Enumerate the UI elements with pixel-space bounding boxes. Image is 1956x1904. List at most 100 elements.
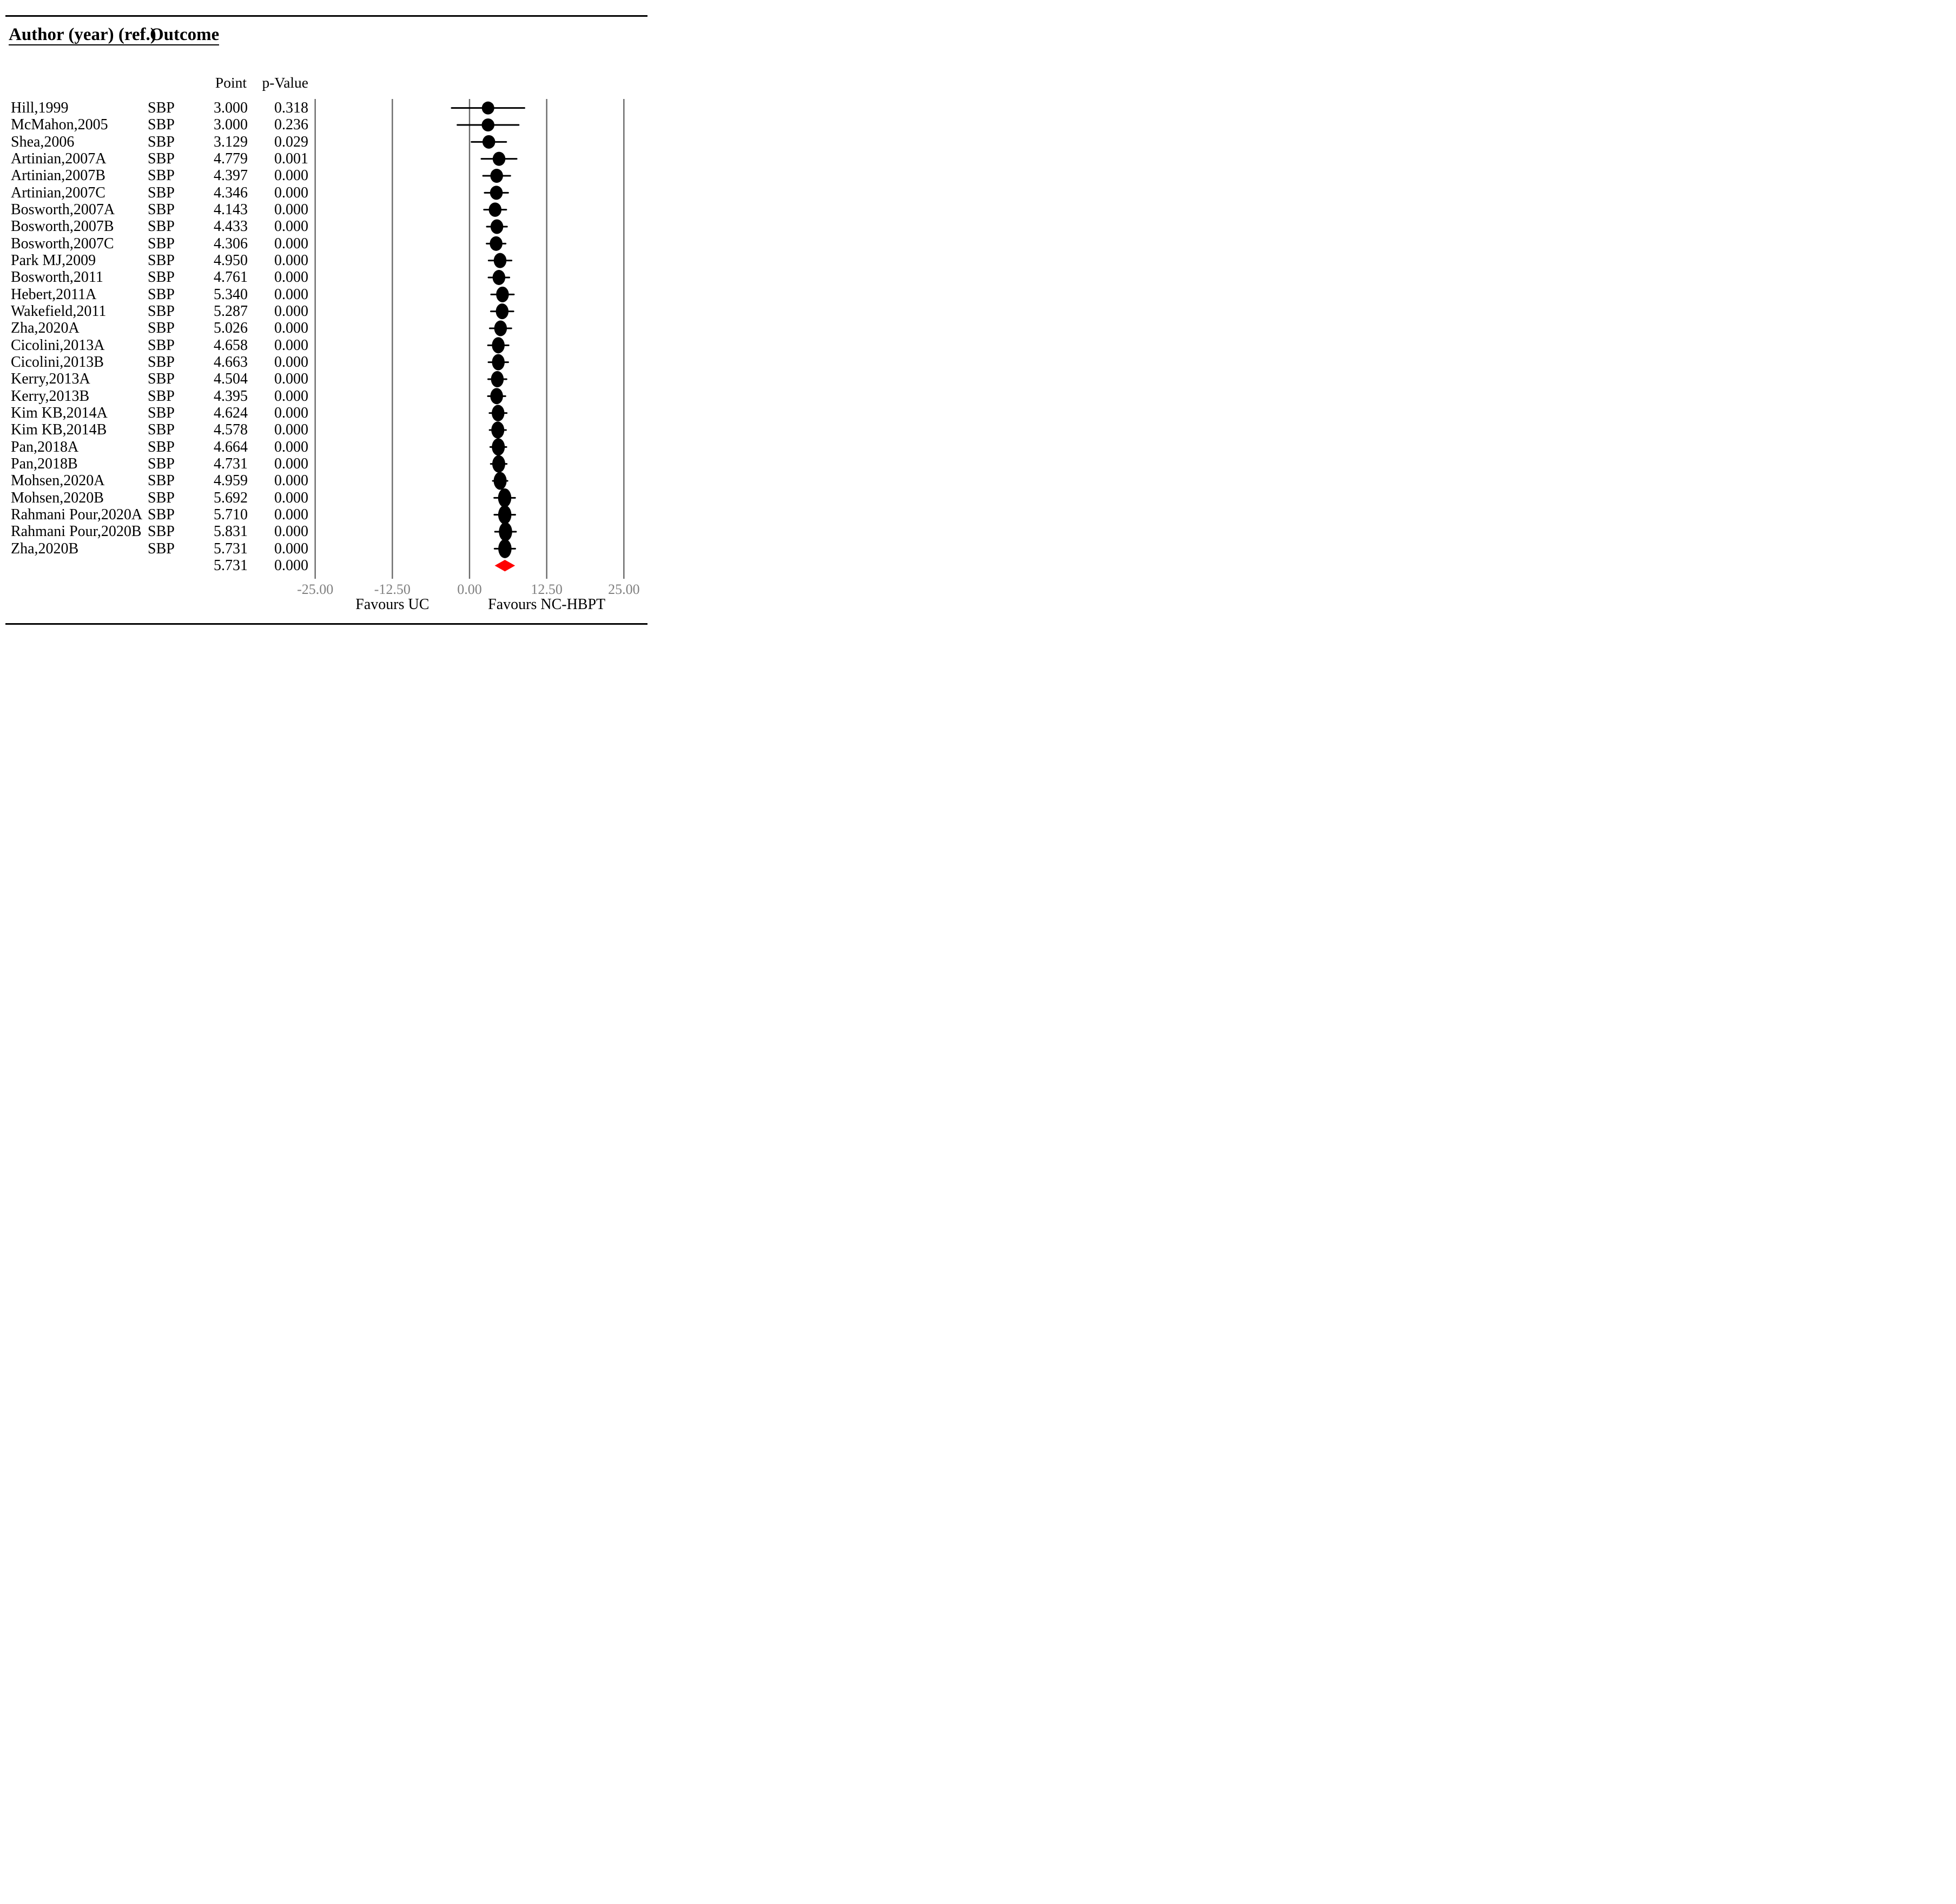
- study-pvalue: 0.000: [274, 455, 308, 472]
- point-marker: [493, 253, 507, 268]
- study-point-value: 4.578: [214, 421, 248, 439]
- study-outcome-label: SBP: [148, 252, 175, 269]
- top-rule: [5, 15, 647, 17]
- study-author-label: Artinian,2007A: [11, 150, 107, 167]
- study-outcome-label: SBP: [148, 100, 175, 116]
- study-pvalue: 0.000: [274, 252, 308, 269]
- table-row: Artinian,2007C SBP 4.346 0.000: [0, 184, 652, 201]
- point-marker: [481, 118, 494, 131]
- favours-left-label: Favours UC: [355, 596, 429, 613]
- study-outcome-label: SBP: [148, 371, 175, 388]
- study-outcome-label: SBP: [148, 353, 175, 371]
- study-outcome-label: SBP: [148, 286, 175, 303]
- study-point-value: 4.397: [214, 167, 248, 184]
- point-marker: [495, 303, 509, 320]
- study-point-value: 4.779: [214, 150, 248, 167]
- x-tick-label: -25.00: [297, 581, 334, 597]
- table-row: Pan,2018B SBP 4.731 0.000: [0, 455, 652, 472]
- study-outcome-label: SBP: [148, 184, 175, 201]
- table-row: Artinian,2007B SBP 4.397 0.000: [0, 167, 652, 184]
- table-row: Mohsen,2020A SBP 4.959 0.000: [0, 472, 652, 489]
- point-marker: [492, 405, 505, 421]
- study-outcome-label: SBP: [148, 506, 175, 523]
- study-author-label: Artinian,2007C: [11, 184, 105, 201]
- point-marker: [492, 337, 505, 354]
- study-outcome-label: SBP: [148, 218, 175, 235]
- summary-diamond: [494, 559, 516, 572]
- study-outcome-label: SBP: [148, 320, 175, 337]
- study-point-value: 4.306: [214, 235, 248, 252]
- study-author-label: Zha,2020B: [11, 540, 79, 557]
- study-point-value: 4.950: [214, 252, 248, 269]
- study-author-label: Hebert,2011A: [11, 286, 97, 303]
- study-author-label: McMahon,2005: [11, 116, 108, 134]
- point-marker: [491, 421, 505, 439]
- study-outcome-label: SBP: [148, 116, 175, 134]
- table-row: Bosworth,2011 SBP 4.761 0.000: [0, 269, 652, 286]
- study-outcome-label: SBP: [148, 540, 175, 557]
- study-point-value: 5.731: [214, 540, 248, 557]
- study-outcome-label: SBP: [148, 133, 175, 150]
- study-author-label: Pan,2018B: [11, 455, 78, 472]
- table-row: Park MJ,2009 SBP 4.950 0.000: [0, 252, 652, 269]
- study-author-label: Pan,2018A: [11, 438, 79, 455]
- study-author-label: Kerry,2013B: [11, 387, 90, 405]
- study-point-value: 3.000: [214, 100, 248, 116]
- point-marker: [481, 101, 494, 115]
- study-outcome-label: SBP: [148, 235, 175, 252]
- study-author-label: Bosworth,2007B: [11, 218, 114, 235]
- study-outcome-label: SBP: [148, 404, 175, 421]
- point-marker: [499, 522, 512, 541]
- study-pvalue: 0.000: [274, 523, 308, 540]
- study-author-label: Artinian,2007B: [11, 167, 105, 184]
- study-pvalue: 0.000: [274, 557, 308, 574]
- study-author-label: Rahmani Pour,2020B: [11, 523, 142, 540]
- study-pvalue: 0.000: [274, 404, 308, 421]
- table-row: Rahmani Pour,2020B SBP 5.831 0.000: [0, 523, 652, 540]
- study-pvalue: 0.029: [274, 133, 308, 150]
- study-point-value: 4.624: [214, 404, 248, 421]
- study-pvalue: 0.000: [274, 201, 308, 218]
- point-marker: [492, 455, 505, 473]
- study-point-value: 3.000: [214, 116, 248, 134]
- pvalue-column-header: p-Value: [262, 74, 308, 91]
- point-marker: [494, 320, 507, 336]
- study-author-label: Kim KB,2014B: [11, 421, 107, 439]
- study-outcome-label: SBP: [148, 421, 175, 439]
- study-pvalue: 0.000: [274, 387, 308, 405]
- study-pvalue: 0.000: [274, 421, 308, 439]
- point-marker: [496, 286, 509, 302]
- table-row: Cicolini,2013A SBP 4.658 0.000: [0, 337, 652, 354]
- study-point-value: 5.731: [214, 557, 248, 574]
- study-outcome-label: SBP: [148, 523, 175, 540]
- study-point-value: 5.287: [214, 302, 248, 320]
- study-outcome-label: SBP: [148, 167, 175, 184]
- study-outcome-label: SBP: [148, 336, 175, 354]
- summary-row: 5.731 0.000: [0, 557, 652, 574]
- study-pvalue: 0.000: [274, 438, 308, 455]
- study-point-value: 4.663: [214, 353, 248, 371]
- table-row: Pan,2018A SBP 4.664 0.000: [0, 439, 652, 455]
- table-row: Zha,2020A SBP 5.026 0.000: [0, 320, 652, 336]
- table-row: Hebert,2011A SBP 5.340 0.000: [0, 286, 652, 303]
- study-pvalue: 0.000: [274, 472, 308, 490]
- table-row: Artinian,2007A SBP 4.779 0.001: [0, 150, 652, 167]
- point-marker: [491, 371, 504, 387]
- study-author-label: Kerry,2013A: [11, 371, 90, 388]
- study-point-value: 3.129: [214, 133, 248, 150]
- study-pvalue: 0.000: [274, 371, 308, 388]
- table-row: Hill,1999 SBP 3.000 0.318: [0, 100, 652, 116]
- table-row: Bosworth,2007C SBP 4.306 0.000: [0, 235, 652, 252]
- x-tick-label: -12.50: [374, 581, 411, 597]
- study-outcome-label: SBP: [148, 472, 175, 490]
- point-marker: [490, 236, 503, 251]
- study-pvalue: 0.000: [274, 302, 308, 320]
- study-point-value: 4.664: [214, 438, 248, 455]
- study-outcome-label: SBP: [148, 201, 175, 218]
- study-pvalue: 0.000: [274, 489, 308, 506]
- study-point-value: 4.504: [214, 371, 248, 388]
- study-author-label: Rahmani Pour,2020A: [11, 506, 143, 523]
- table-row: Kerry,2013B SBP 4.395 0.000: [0, 388, 652, 405]
- study-point-value: 5.340: [214, 286, 248, 303]
- table-row: Kim KB,2014B SBP 4.578 0.000: [0, 421, 652, 438]
